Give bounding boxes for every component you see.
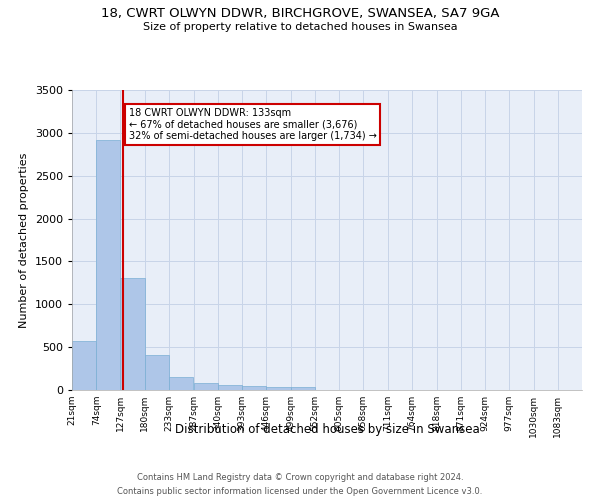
Bar	[194, 383, 218, 390]
Text: 18, CWRT OLWYN DDWR, BIRCHGROVE, SWANSEA, SA7 9GA: 18, CWRT OLWYN DDWR, BIRCHGROVE, SWANSEA…	[101, 8, 499, 20]
Bar	[218, 386, 242, 390]
Text: 18 CWRT OLWYN DDWR: 133sqm
← 67% of detached houses are smaller (3,676)
32% of s: 18 CWRT OLWYN DDWR: 133sqm ← 67% of deta…	[129, 108, 377, 141]
Bar	[145, 355, 169, 390]
Y-axis label: Number of detached properties: Number of detached properties	[19, 152, 29, 328]
Text: Contains public sector information licensed under the Open Government Licence v3: Contains public sector information licen…	[118, 488, 482, 496]
Bar	[290, 388, 315, 390]
Bar	[169, 376, 193, 390]
Text: Distribution of detached houses by size in Swansea: Distribution of detached houses by size …	[175, 422, 479, 436]
Bar	[266, 386, 290, 390]
Bar	[242, 386, 266, 390]
Bar	[121, 278, 145, 390]
Bar	[72, 341, 96, 390]
Bar	[96, 140, 121, 390]
Text: Size of property relative to detached houses in Swansea: Size of property relative to detached ho…	[143, 22, 457, 32]
Text: Contains HM Land Registry data © Crown copyright and database right 2024.: Contains HM Land Registry data © Crown c…	[137, 472, 463, 482]
